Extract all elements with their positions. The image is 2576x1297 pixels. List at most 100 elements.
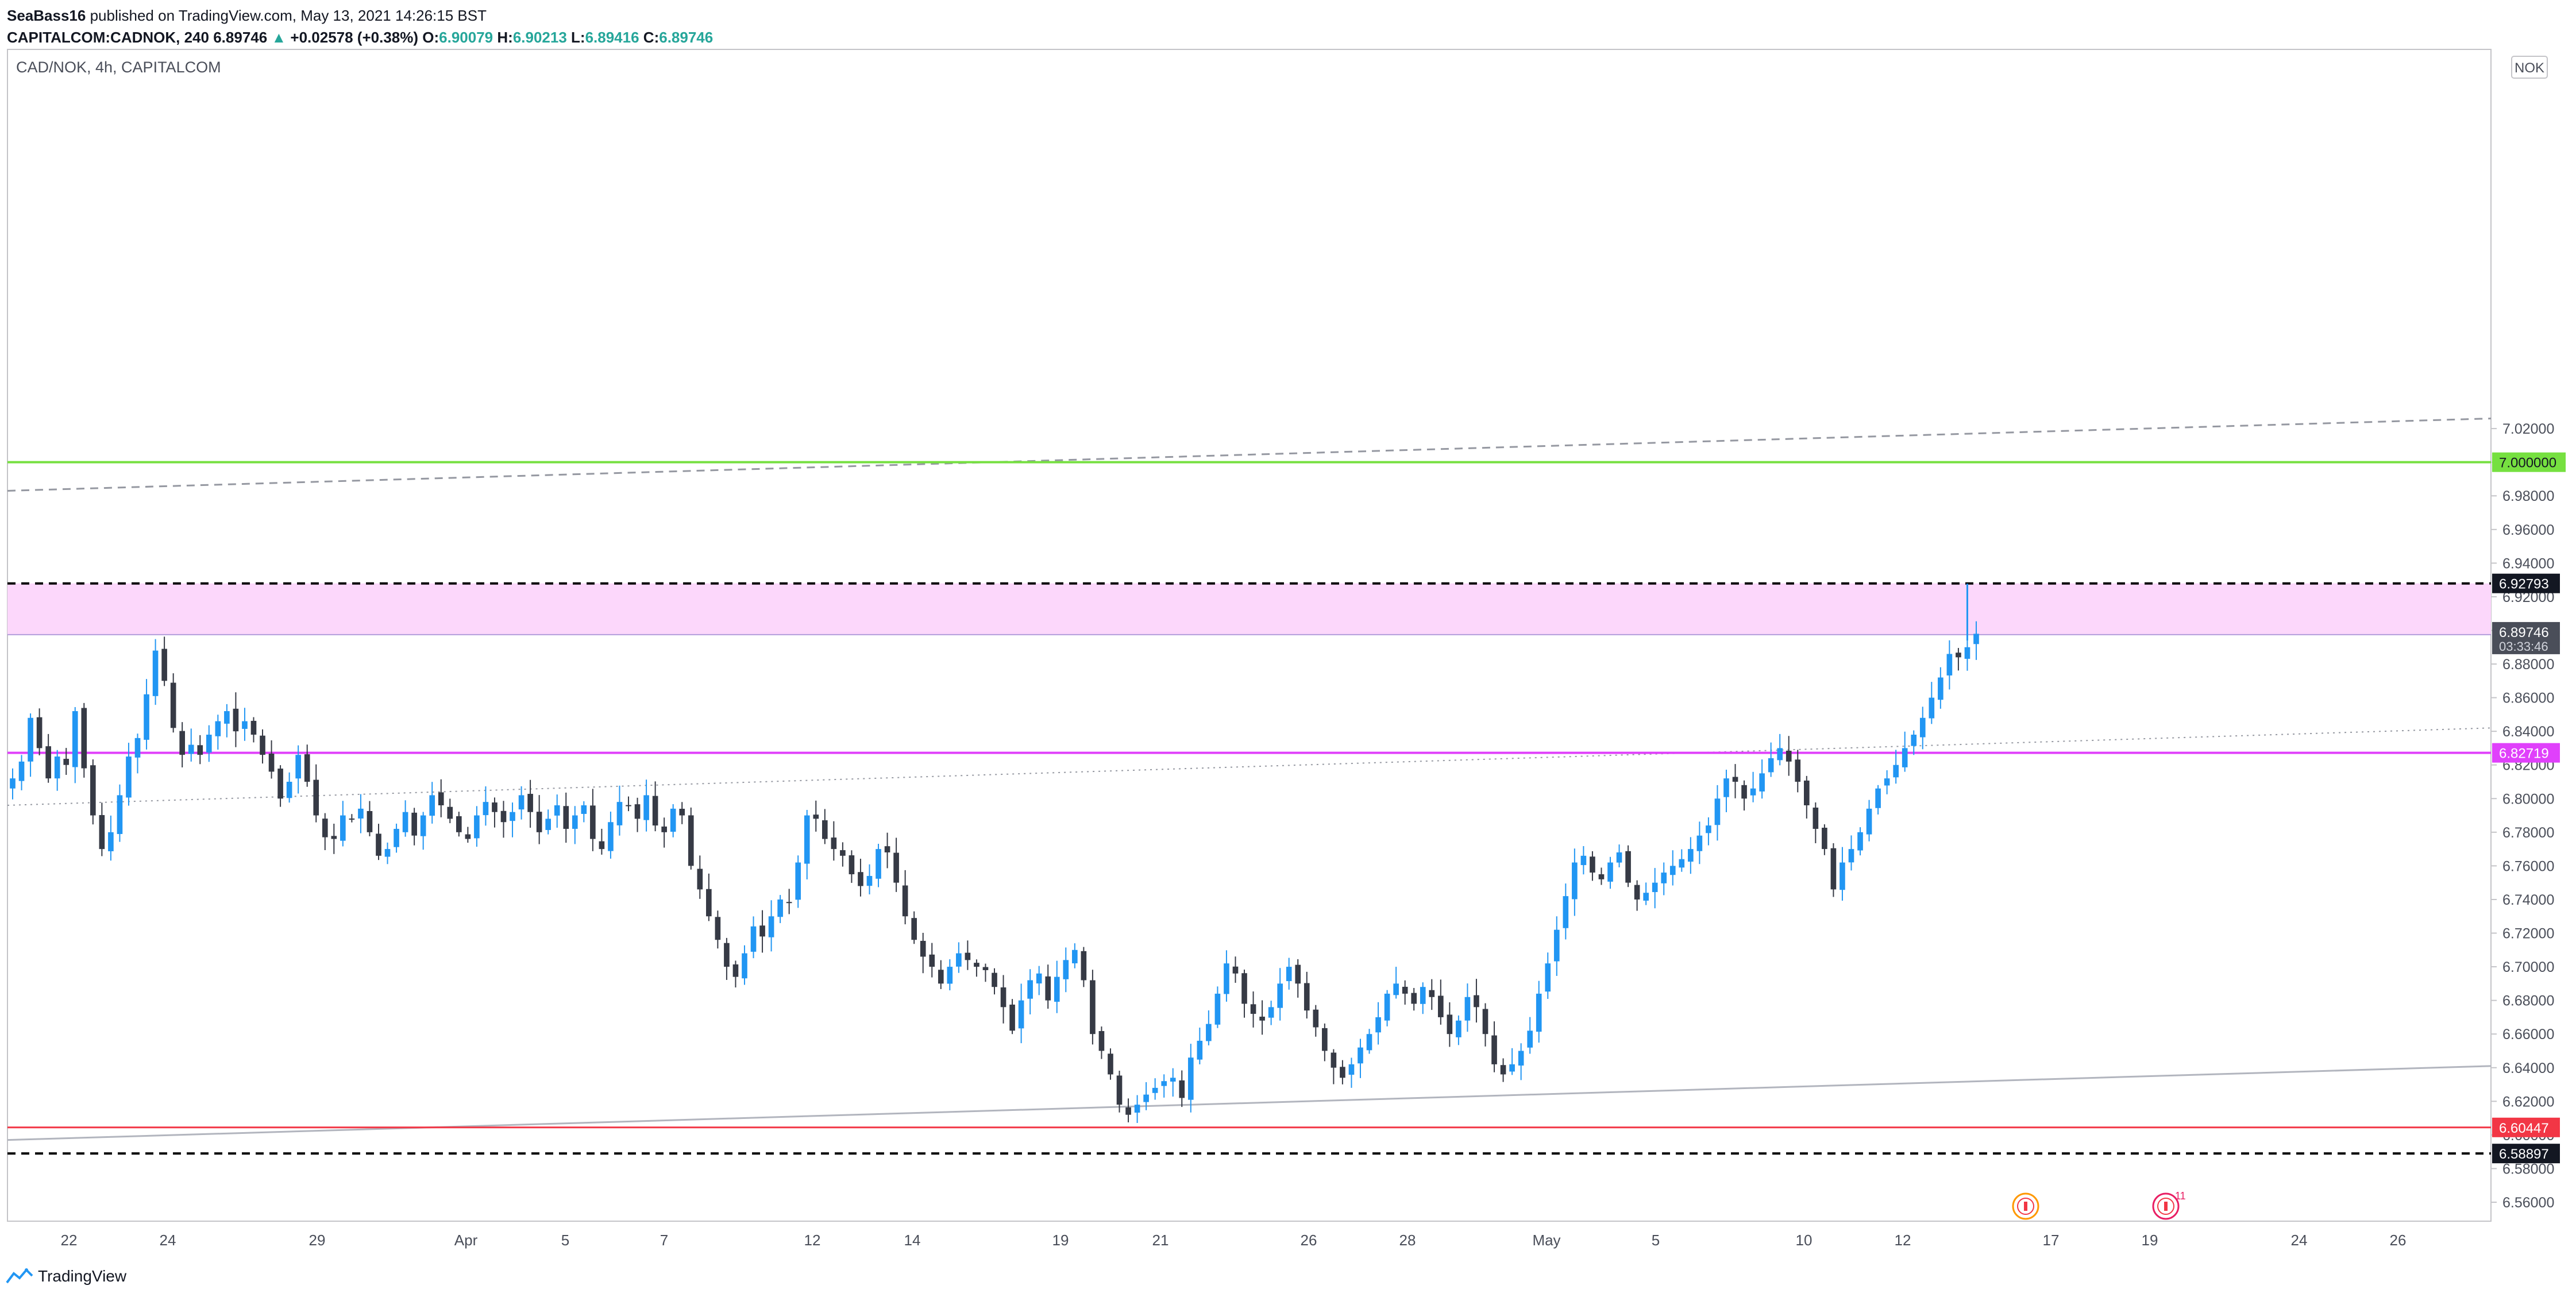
candle[interactable] (1214, 986, 1221, 1028)
candle[interactable] (1304, 971, 1310, 1019)
candle[interactable] (18, 755, 25, 790)
event-flag-canada-icon[interactable] (2012, 1192, 2039, 1220)
candle[interactable] (1491, 1021, 1497, 1072)
candle[interactable] (831, 821, 837, 861)
candle[interactable] (242, 708, 248, 741)
candle[interactable] (1009, 999, 1015, 1034)
candle[interactable] (858, 858, 863, 897)
candle[interactable] (590, 789, 596, 851)
candle[interactable] (715, 910, 721, 949)
candle[interactable] (224, 704, 230, 738)
candle[interactable] (1848, 835, 1854, 871)
candle[interactable] (1286, 958, 1292, 990)
candle[interactable] (1563, 883, 1569, 940)
candle[interactable] (188, 728, 194, 762)
candle[interactable] (1902, 731, 1908, 772)
candle[interactable] (1973, 621, 1979, 660)
candle[interactable] (1929, 682, 1935, 724)
candle[interactable] (402, 800, 408, 837)
candle[interactable] (179, 722, 186, 767)
candle[interactable] (447, 798, 453, 824)
candle[interactable] (956, 942, 962, 973)
candle[interactable] (90, 759, 96, 825)
candle[interactable] (1143, 1082, 1149, 1110)
candle[interactable] (1919, 707, 1926, 750)
candle[interactable] (1786, 736, 1792, 776)
candle[interactable] (144, 679, 149, 750)
candle[interactable] (474, 806, 480, 847)
candle[interactable] (215, 715, 221, 750)
candle[interactable] (1313, 1005, 1319, 1037)
candle[interactable] (260, 729, 265, 764)
candle[interactable] (1045, 964, 1051, 1009)
candle[interactable] (206, 725, 212, 762)
candle[interactable] (643, 779, 649, 832)
candle[interactable] (1464, 983, 1471, 1032)
candle[interactable] (1590, 851, 1595, 881)
candle[interactable] (706, 873, 712, 921)
candle[interactable] (1946, 640, 1953, 690)
candle[interactable] (1072, 943, 1078, 968)
candle[interactable] (54, 750, 60, 791)
candle[interactable] (295, 745, 301, 794)
candle[interactable] (679, 802, 685, 824)
candle[interactable] (652, 781, 658, 832)
candle[interactable] (1706, 817, 1711, 846)
candle[interactable] (1081, 947, 1087, 987)
candle[interactable] (170, 673, 176, 733)
candle[interactable] (1911, 730, 1917, 755)
candle[interactable] (1795, 750, 1801, 793)
candle[interactable] (670, 804, 676, 837)
candle[interactable] (1027, 969, 1033, 1014)
candle[interactable] (1607, 856, 1613, 889)
author-name[interactable]: SeaBass16 (7, 7, 86, 24)
price-axis[interactable]: 6.560006.580006.600006.620006.640006.660… (2491, 421, 2554, 1211)
candle[interactable] (884, 832, 890, 868)
candle[interactable] (1813, 802, 1819, 843)
candle[interactable] (1447, 1002, 1453, 1047)
candle[interactable] (965, 940, 971, 970)
candle[interactable] (63, 748, 70, 775)
candle[interactable] (429, 782, 435, 824)
candle[interactable] (947, 959, 953, 991)
candle[interactable] (634, 797, 641, 832)
candle[interactable] (1572, 848, 1578, 916)
candle[interactable] (786, 889, 792, 914)
candle[interactable] (384, 842, 391, 864)
candle[interactable] (1527, 1017, 1533, 1054)
candle[interactable] (849, 850, 855, 883)
candle[interactable] (1518, 1043, 1524, 1080)
candle[interactable] (1938, 667, 1943, 709)
candle[interactable] (161, 636, 167, 686)
candle[interactable] (1375, 1002, 1381, 1045)
candle[interactable] (99, 802, 105, 856)
candle[interactable] (28, 713, 33, 777)
candle[interactable] (1152, 1078, 1158, 1100)
candle[interactable] (483, 786, 489, 826)
candle[interactable] (1411, 987, 1417, 1011)
candle[interactable] (1866, 800, 1872, 841)
candle[interactable] (581, 801, 587, 823)
candle[interactable] (1875, 785, 1881, 815)
candle[interactable] (331, 823, 337, 854)
candle[interactable] (152, 639, 159, 705)
candle[interactable] (1759, 759, 1765, 799)
candle[interactable] (510, 802, 515, 837)
candle[interactable] (1179, 1070, 1185, 1107)
candle[interactable] (545, 809, 551, 835)
candle[interactable] (1803, 775, 1810, 819)
candle[interactable] (616, 785, 623, 836)
candle[interactable] (411, 808, 417, 846)
candle[interactable] (1616, 844, 1622, 867)
candle[interactable] (1054, 960, 1060, 1013)
candle[interactable] (1741, 780, 1747, 811)
candle[interactable] (554, 794, 560, 828)
candle[interactable] (1170, 1068, 1176, 1097)
tradingview-logo[interactable]: TradingView (6, 1264, 126, 1289)
candle[interactable] (929, 943, 935, 978)
candle[interactable] (1420, 982, 1426, 1014)
candle[interactable] (1777, 734, 1783, 766)
candle[interactable] (1669, 850, 1676, 886)
candle[interactable] (1893, 750, 1899, 784)
candle[interactable] (938, 960, 944, 989)
